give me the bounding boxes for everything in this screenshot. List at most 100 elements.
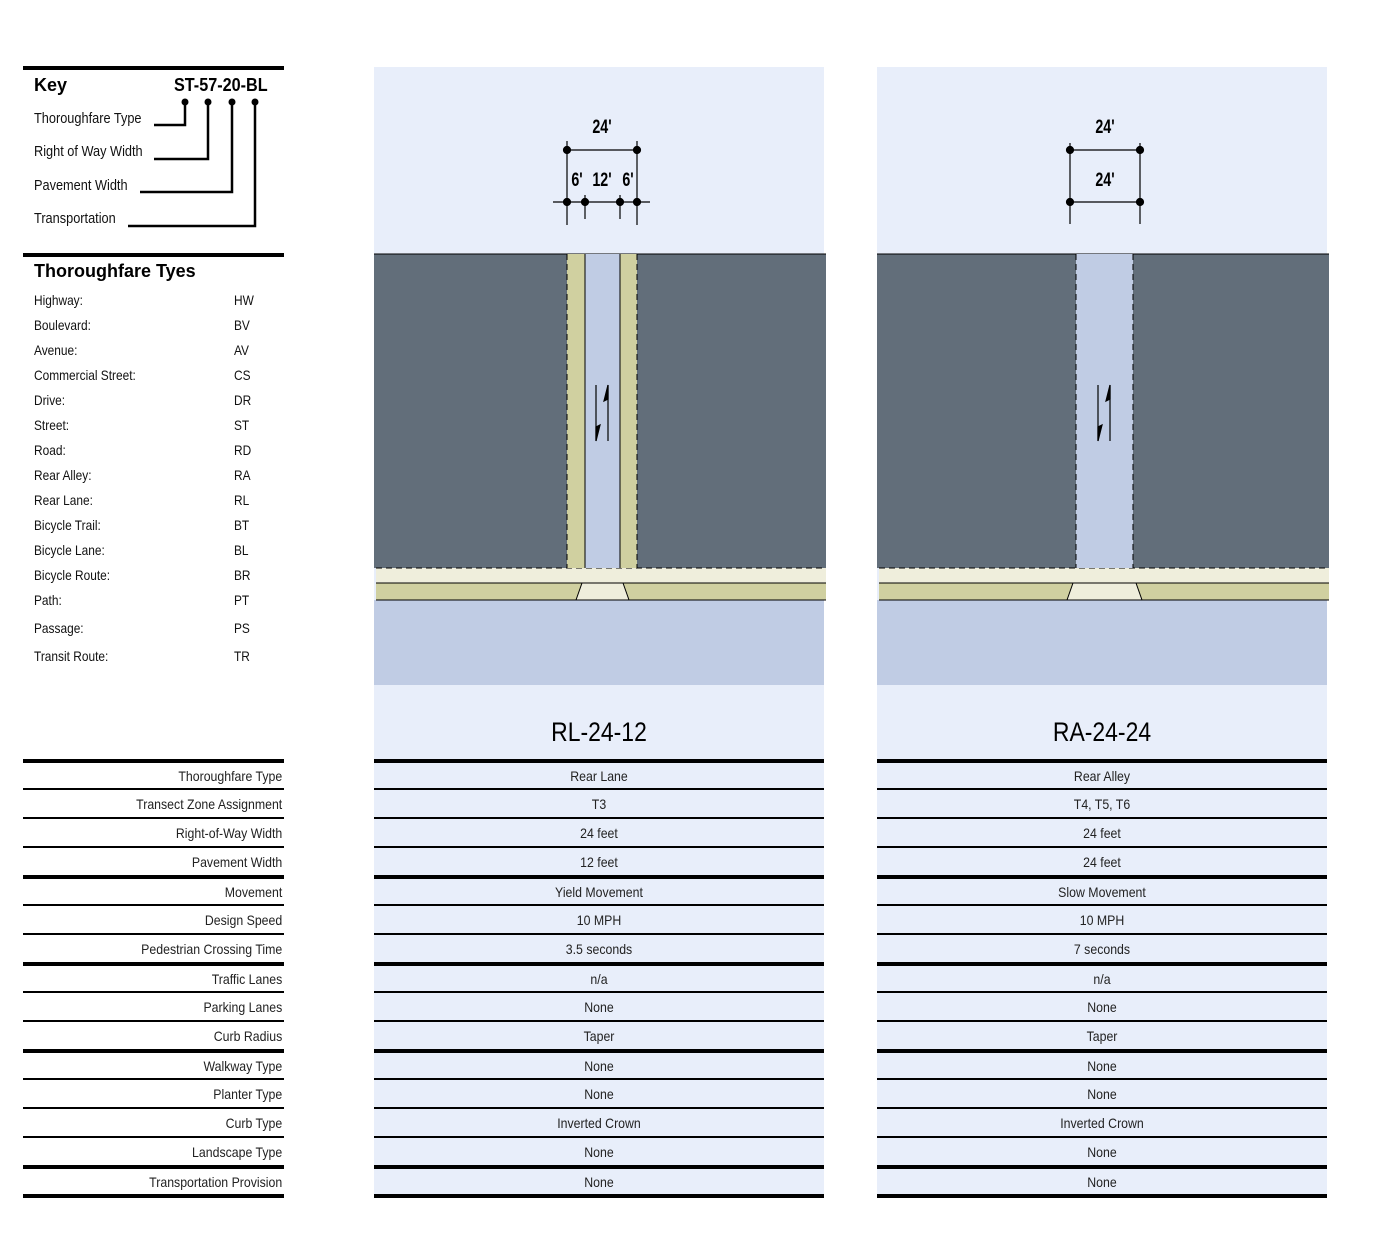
- cell-value: 24 feet: [1083, 854, 1121, 870]
- type-row: Rear Lane: RL: [34, 492, 264, 512]
- cell-value: 24 feet: [580, 825, 618, 841]
- thick-rule: [877, 962, 1327, 966]
- thick-rule: [23, 1049, 284, 1053]
- thin-rule: [374, 1136, 824, 1138]
- table-row: 10 MPH: [877, 907, 1327, 936]
- cell-value: None: [1087, 1144, 1117, 1160]
- type-row: Drive: DR: [34, 392, 264, 412]
- cell-value: None: [584, 1086, 614, 1102]
- cell-value: Slow Movement: [1058, 884, 1146, 900]
- cell-value: Inverted Crown: [1060, 1115, 1144, 1131]
- thin-rule: [877, 904, 1327, 906]
- table-row: 7 seconds: [877, 936, 1327, 965]
- table-row: None: [877, 1053, 1327, 1082]
- two-way-arrow-icon: [595, 384, 609, 442]
- thin-rule: [23, 846, 284, 848]
- thick-rule: [877, 875, 1327, 879]
- type-name: Boulevard:: [34, 317, 91, 333]
- sidewalk-band: [879, 568, 1329, 583]
- key-top-rule: [23, 66, 284, 70]
- dimension-sub-label: 6': [571, 170, 583, 191]
- cell-value: Rear Lane: [570, 768, 628, 784]
- thin-rule: [877, 1020, 1327, 1022]
- thick-rule: [374, 962, 824, 966]
- thick-rule: [23, 759, 284, 763]
- thick-rule: [877, 759, 1327, 763]
- type-name: Bicycle Trail:: [34, 517, 101, 533]
- table-row: Slow Movement: [877, 879, 1327, 908]
- thick-rule: [374, 1194, 824, 1198]
- thin-rule: [877, 933, 1327, 935]
- cell-value: Inverted Crown: [557, 1115, 641, 1131]
- cell-value: None: [584, 1058, 614, 1074]
- row-label: Planter Type: [213, 1086, 283, 1102]
- table-row: Inverted Crown: [877, 1110, 1327, 1139]
- type-code: BT: [234, 517, 250, 533]
- type-code: ST: [234, 417, 250, 433]
- thick-rule: [23, 875, 284, 879]
- type-name: Rear Lane:: [34, 492, 93, 508]
- type-row: Path: PT: [34, 592, 264, 612]
- table-row: Inverted Crown: [374, 1110, 824, 1139]
- table-row: 24 feet: [877, 820, 1327, 849]
- type-code: RD: [234, 442, 252, 458]
- thick-rule: [374, 875, 824, 879]
- table-row: 12 feet: [374, 849, 824, 878]
- dimension-top-label: 24': [1095, 117, 1115, 138]
- table-row: None: [374, 1053, 824, 1082]
- table-row: None: [877, 1139, 1327, 1168]
- cell-value: T3: [591, 796, 607, 812]
- cell-value: None: [1087, 1058, 1117, 1074]
- thick-rule: [23, 1165, 284, 1169]
- key-part-label: Transportation: [34, 210, 116, 227]
- type-code: HW: [234, 292, 254, 308]
- cell-value: T4, T5, T6: [1073, 796, 1131, 812]
- thick-rule: [877, 1194, 1327, 1198]
- thin-rule: [877, 817, 1327, 819]
- table-row: 24 feet: [374, 820, 824, 849]
- thin-rule: [23, 904, 284, 906]
- table-row: None: [374, 1081, 824, 1110]
- thick-rule: [23, 962, 284, 966]
- row-label: Right-of-Way Width: [175, 825, 283, 841]
- table-row: n/a: [374, 966, 824, 995]
- table-row: 10 MPH: [374, 907, 824, 936]
- cell-value: Yield Movement: [555, 884, 643, 900]
- cell-value: None: [584, 999, 614, 1015]
- type-row: Rear Alley: RA: [34, 467, 264, 487]
- thick-rule: [23, 1194, 284, 1198]
- type-row: Bicycle Route: BR: [34, 567, 264, 587]
- thin-rule: [374, 788, 824, 790]
- table-row: Taper: [877, 1023, 1327, 1052]
- cell-value: 12 feet: [580, 854, 618, 870]
- thick-rule: [877, 1165, 1327, 1169]
- cell-value: 7 seconds: [1073, 941, 1131, 957]
- row-label: Walkway Type: [203, 1058, 283, 1074]
- type-code: BL: [234, 542, 249, 558]
- cell-value: 10 MPH: [576, 912, 622, 928]
- cell-value: 24 feet: [1083, 825, 1121, 841]
- type-code: TR: [234, 648, 250, 664]
- row-label: Movement: [224, 884, 283, 900]
- table-row: T4, T5, T6: [877, 791, 1327, 820]
- thin-rule: [877, 1078, 1327, 1080]
- dimension-lines: [553, 141, 650, 225]
- type-row: Passage: PS: [34, 620, 264, 640]
- table-row: None: [877, 1169, 1327, 1198]
- thin-rule: [877, 846, 1327, 848]
- type-code: BR: [234, 567, 251, 583]
- thin-rule: [374, 1020, 824, 1022]
- type-name: Avenue:: [34, 342, 78, 358]
- row-label: Transect Zone Assignment: [136, 796, 283, 812]
- thin-rule: [23, 1136, 284, 1138]
- key-title: Key: [34, 75, 68, 95]
- cell-value: None: [1087, 999, 1117, 1015]
- street-plan-diagram: [374, 141, 826, 685]
- lane: [585, 254, 620, 568]
- thin-rule: [877, 788, 1327, 790]
- thin-rule: [374, 1107, 824, 1109]
- dimension-sub-label: 12': [592, 170, 612, 191]
- cell-value: None: [584, 1144, 614, 1160]
- types-top-rule: [23, 253, 284, 257]
- thin-rule: [374, 846, 824, 848]
